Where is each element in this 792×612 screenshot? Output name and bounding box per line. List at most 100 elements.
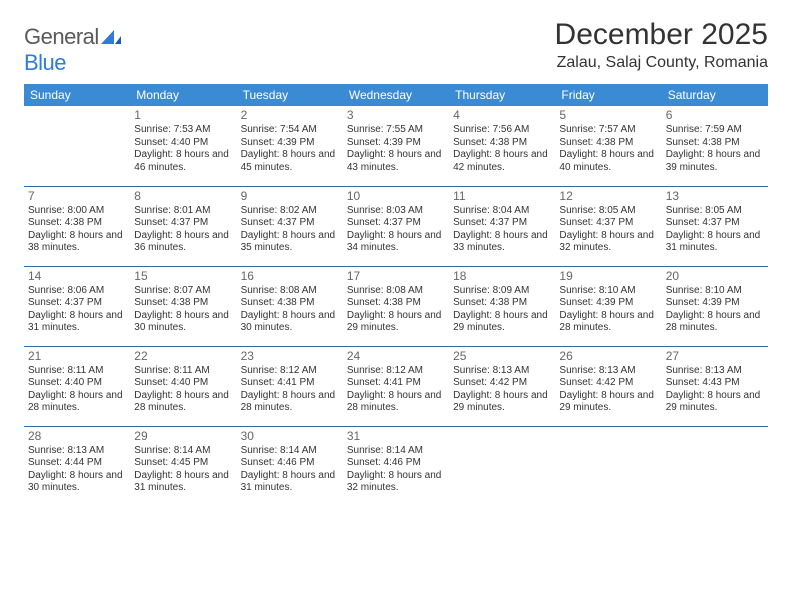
sunset-line: Sunset: 4:43 PM [666,377,764,390]
calendar-cell: 12Sunrise: 8:05 AMSunset: 4:37 PMDayligh… [555,186,661,266]
logo-text: General Blue [24,24,121,76]
calendar-week-row: 14Sunrise: 8:06 AMSunset: 4:37 PMDayligh… [24,266,768,346]
sunrise-line: Sunrise: 8:13 AM [666,365,764,378]
calendar-cell: 8Sunrise: 8:01 AMSunset: 4:37 PMDaylight… [130,186,236,266]
calendar-cell: 2Sunrise: 7:54 AMSunset: 4:39 PMDaylight… [237,106,343,186]
day-number: 18 [453,269,551,284]
daylight-line: Daylight: 8 hours and 32 minutes. [347,470,445,495]
day-number: 20 [666,269,764,284]
day-number: 2 [241,108,339,123]
sunrise-line: Sunrise: 8:03 AM [347,205,445,218]
calendar-cell: 11Sunrise: 8:04 AMSunset: 4:37 PMDayligh… [449,186,555,266]
logo-word-2: Blue [24,50,66,75]
sunset-line: Sunset: 4:37 PM [134,217,232,230]
daylight-line: Daylight: 8 hours and 28 minutes. [28,390,126,415]
sunrise-line: Sunrise: 8:11 AM [28,365,126,378]
calendar-cell: 30Sunrise: 8:14 AMSunset: 4:46 PMDayligh… [237,426,343,506]
sunrise-line: Sunrise: 8:08 AM [241,285,339,298]
logo-word-1: General [24,24,99,49]
weekday-header: Monday [130,84,236,106]
weekday-header: Friday [555,84,661,106]
sunrise-line: Sunrise: 8:14 AM [347,445,445,458]
day-number: 5 [559,108,657,123]
sunrise-line: Sunrise: 8:02 AM [241,205,339,218]
calendar-cell: 16Sunrise: 8:08 AMSunset: 4:38 PMDayligh… [237,266,343,346]
daylight-line: Daylight: 8 hours and 36 minutes. [134,230,232,255]
sunrise-line: Sunrise: 8:10 AM [666,285,764,298]
daylight-line: Daylight: 8 hours and 28 minutes. [347,390,445,415]
calendar-cell: 9Sunrise: 8:02 AMSunset: 4:37 PMDaylight… [237,186,343,266]
weekday-header: Thursday [449,84,555,106]
calendar-cell: 15Sunrise: 8:07 AMSunset: 4:38 PMDayligh… [130,266,236,346]
weekday-header: Saturday [662,84,768,106]
sunrise-line: Sunrise: 8:11 AM [134,365,232,378]
daylight-line: Daylight: 8 hours and 39 minutes. [666,149,764,174]
daylight-line: Daylight: 8 hours and 28 minutes. [666,310,764,335]
daylight-line: Daylight: 8 hours and 29 minutes. [559,390,657,415]
daylight-line: Daylight: 8 hours and 30 minutes. [134,310,232,335]
daylight-line: Daylight: 8 hours and 29 minutes. [453,310,551,335]
sunrise-line: Sunrise: 8:14 AM [241,445,339,458]
calendar-cell: 22Sunrise: 8:11 AMSunset: 4:40 PMDayligh… [130,346,236,426]
title-block: December 2025 Zalau, Salaj County, Roman… [555,18,768,72]
day-number: 23 [241,349,339,364]
sunset-line: Sunset: 4:39 PM [559,297,657,310]
daylight-line: Daylight: 8 hours and 45 minutes. [241,149,339,174]
sunrise-line: Sunrise: 8:13 AM [559,365,657,378]
calendar-cell: 24Sunrise: 8:12 AMSunset: 4:41 PMDayligh… [343,346,449,426]
calendar-cell: 26Sunrise: 8:13 AMSunset: 4:42 PMDayligh… [555,346,661,426]
daylight-line: Daylight: 8 hours and 30 minutes. [28,470,126,495]
logo: General Blue [24,18,121,76]
calendar-cell: 18Sunrise: 8:09 AMSunset: 4:38 PMDayligh… [449,266,555,346]
calendar-cell: 23Sunrise: 8:12 AMSunset: 4:41 PMDayligh… [237,346,343,426]
sunrise-line: Sunrise: 7:55 AM [347,124,445,137]
daylight-line: Daylight: 8 hours and 43 minutes. [347,149,445,174]
day-number: 27 [666,349,764,364]
sunset-line: Sunset: 4:38 PM [241,297,339,310]
sunset-line: Sunset: 4:37 PM [453,217,551,230]
daylight-line: Daylight: 8 hours and 32 minutes. [559,230,657,255]
month-title: December 2025 [555,18,768,52]
day-number: 22 [134,349,232,364]
sunset-line: Sunset: 4:38 PM [453,137,551,150]
calendar-head: SundayMondayTuesdayWednesdayThursdayFrid… [24,84,768,106]
sunset-line: Sunset: 4:46 PM [347,457,445,470]
sunset-line: Sunset: 4:37 PM [28,297,126,310]
calendar-cell: 3Sunrise: 7:55 AMSunset: 4:39 PMDaylight… [343,106,449,186]
weekday-header: Wednesday [343,84,449,106]
sunrise-line: Sunrise: 8:05 AM [666,205,764,218]
daylight-line: Daylight: 8 hours and 30 minutes. [241,310,339,335]
daylight-line: Daylight: 8 hours and 31 minutes. [134,470,232,495]
day-number: 3 [347,108,445,123]
daylight-line: Daylight: 8 hours and 28 minutes. [241,390,339,415]
day-number: 14 [28,269,126,284]
sunset-line: Sunset: 4:41 PM [241,377,339,390]
calendar-cell: 1Sunrise: 7:53 AMSunset: 4:40 PMDaylight… [130,106,236,186]
day-number: 7 [28,189,126,204]
day-number: 31 [347,429,445,444]
day-number: 12 [559,189,657,204]
day-number: 25 [453,349,551,364]
calendar-cell: 13Sunrise: 8:05 AMSunset: 4:37 PMDayligh… [662,186,768,266]
calendar-cell: 25Sunrise: 8:13 AMSunset: 4:42 PMDayligh… [449,346,555,426]
sunset-line: Sunset: 4:40 PM [134,377,232,390]
sunrise-line: Sunrise: 8:13 AM [28,445,126,458]
sunset-line: Sunset: 4:41 PM [347,377,445,390]
daylight-line: Daylight: 8 hours and 29 minutes. [347,310,445,335]
calendar-cell [662,426,768,506]
daylight-line: Daylight: 8 hours and 33 minutes. [453,230,551,255]
daylight-line: Daylight: 8 hours and 28 minutes. [559,310,657,335]
calendar-cell: 27Sunrise: 8:13 AMSunset: 4:43 PMDayligh… [662,346,768,426]
calendar-cell [449,426,555,506]
calendar-cell: 10Sunrise: 8:03 AMSunset: 4:37 PMDayligh… [343,186,449,266]
daylight-line: Daylight: 8 hours and 46 minutes. [134,149,232,174]
sunset-line: Sunset: 4:38 PM [559,137,657,150]
sunset-line: Sunset: 4:46 PM [241,457,339,470]
day-number: 6 [666,108,764,123]
calendar-cell: 5Sunrise: 7:57 AMSunset: 4:38 PMDaylight… [555,106,661,186]
sunrise-line: Sunrise: 7:53 AM [134,124,232,137]
sunrise-line: Sunrise: 8:01 AM [134,205,232,218]
day-number: 17 [347,269,445,284]
calendar-cell: 29Sunrise: 8:14 AMSunset: 4:45 PMDayligh… [130,426,236,506]
daylight-line: Daylight: 8 hours and 28 minutes. [134,390,232,415]
